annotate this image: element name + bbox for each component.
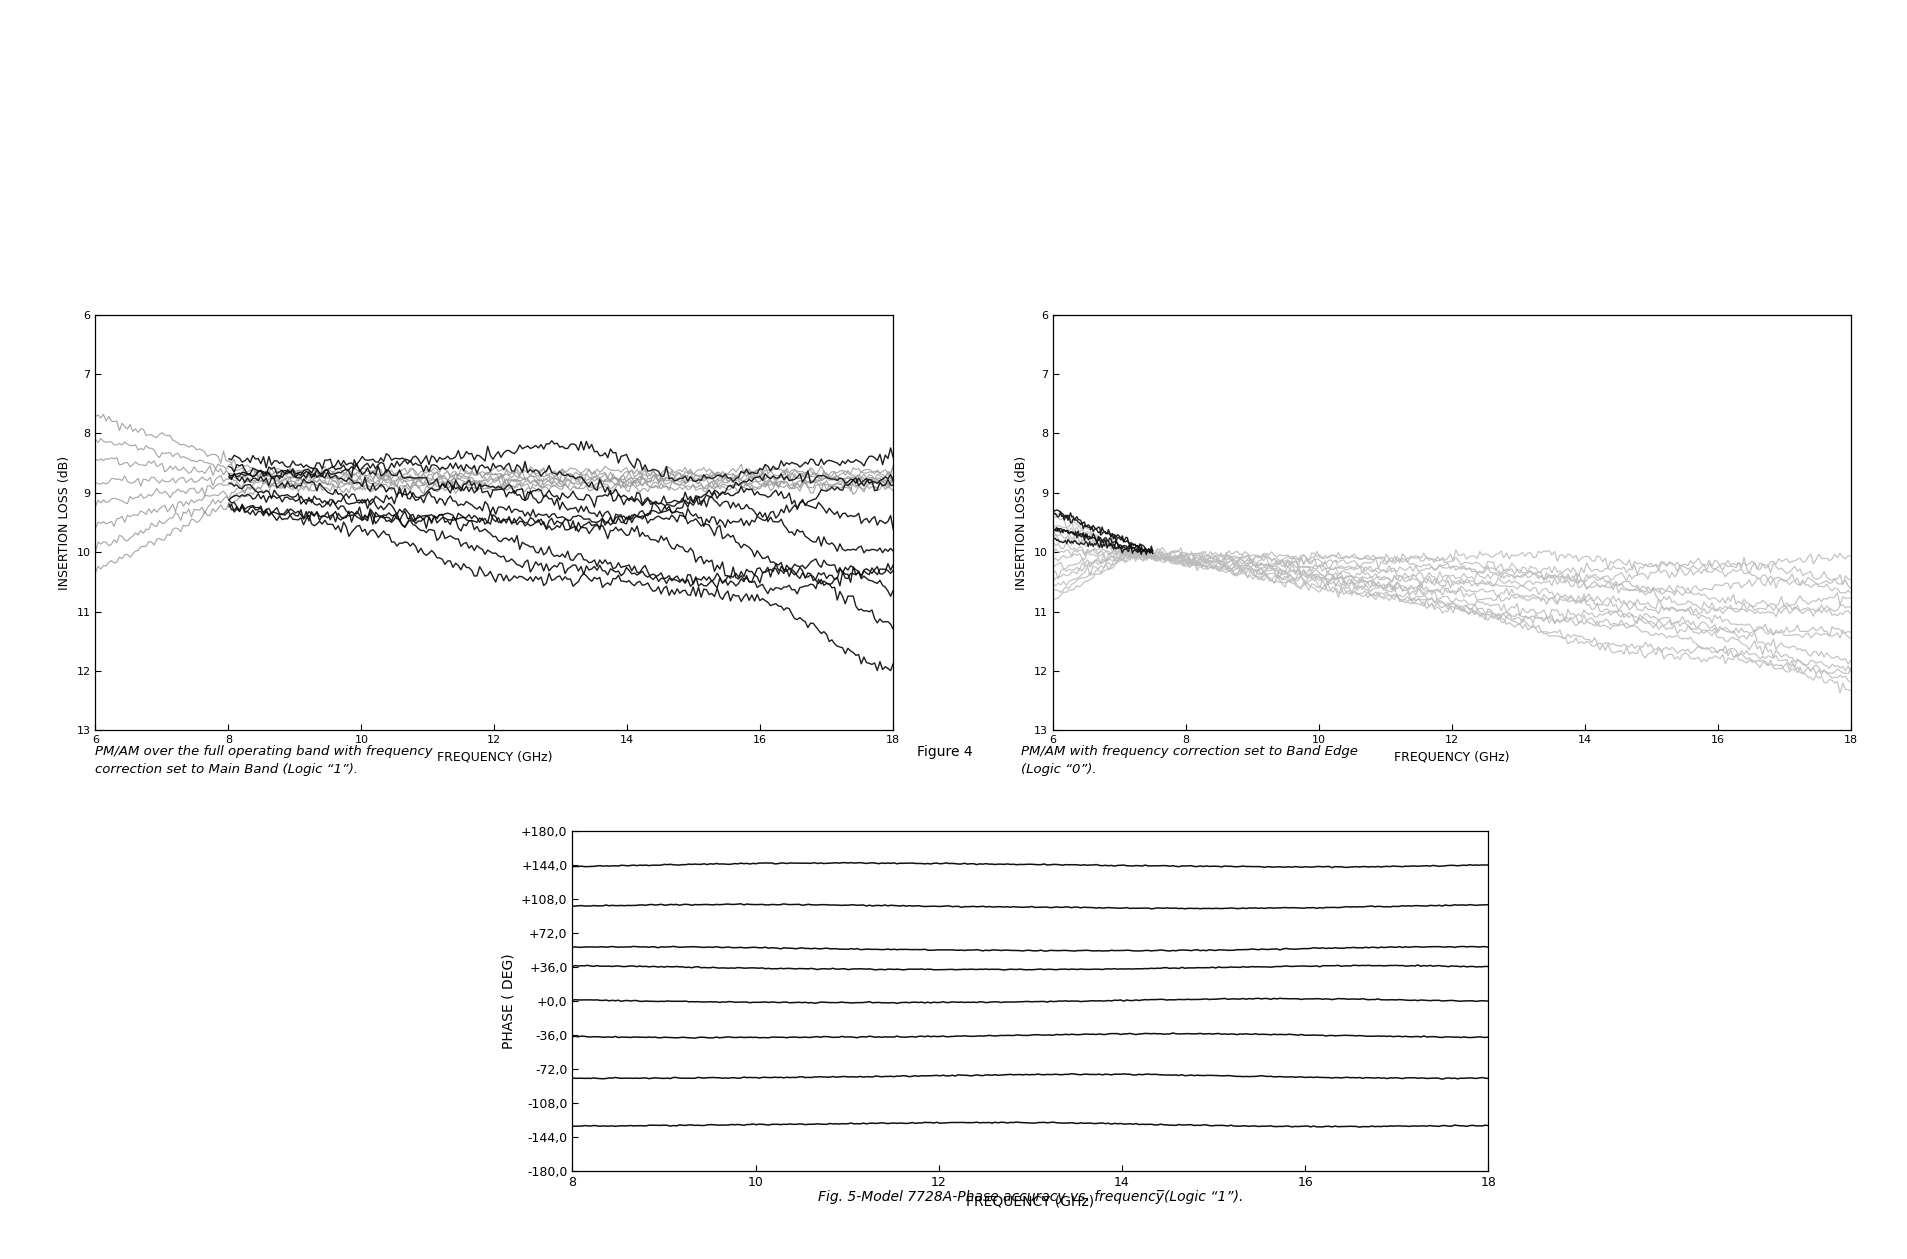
Text: Figure 4: Figure 4 [915, 745, 973, 759]
X-axis label: FREQUENCY (GHz): FREQUENCY (GHz) [1394, 750, 1508, 764]
Text: PM/AM over the full operating band with frequency
correction set to Main Band (L: PM/AM over the full operating band with … [95, 745, 433, 777]
Text: PM/AM with frequency correction set to Band Edge
(Logic “0”).: PM/AM with frequency correction set to B… [1020, 745, 1358, 777]
Y-axis label: INSERTION LOSS (dB): INSERTION LOSS (dB) [57, 456, 71, 589]
Text: Fig. 5-Model 7728A-Phase accuracy vs. frequency̅(Logic “1”).: Fig. 5-Model 7728A-Phase accuracy vs. fr… [818, 1190, 1241, 1204]
Y-axis label: PHASE ( DEG): PHASE ( DEG) [502, 953, 515, 1049]
X-axis label: FREQUENCY (GHz): FREQUENCY (GHz) [965, 1195, 1095, 1209]
X-axis label: FREQUENCY (GHz): FREQUENCY (GHz) [437, 750, 551, 764]
Y-axis label: INSERTION LOSS (dB): INSERTION LOSS (dB) [1015, 456, 1028, 589]
